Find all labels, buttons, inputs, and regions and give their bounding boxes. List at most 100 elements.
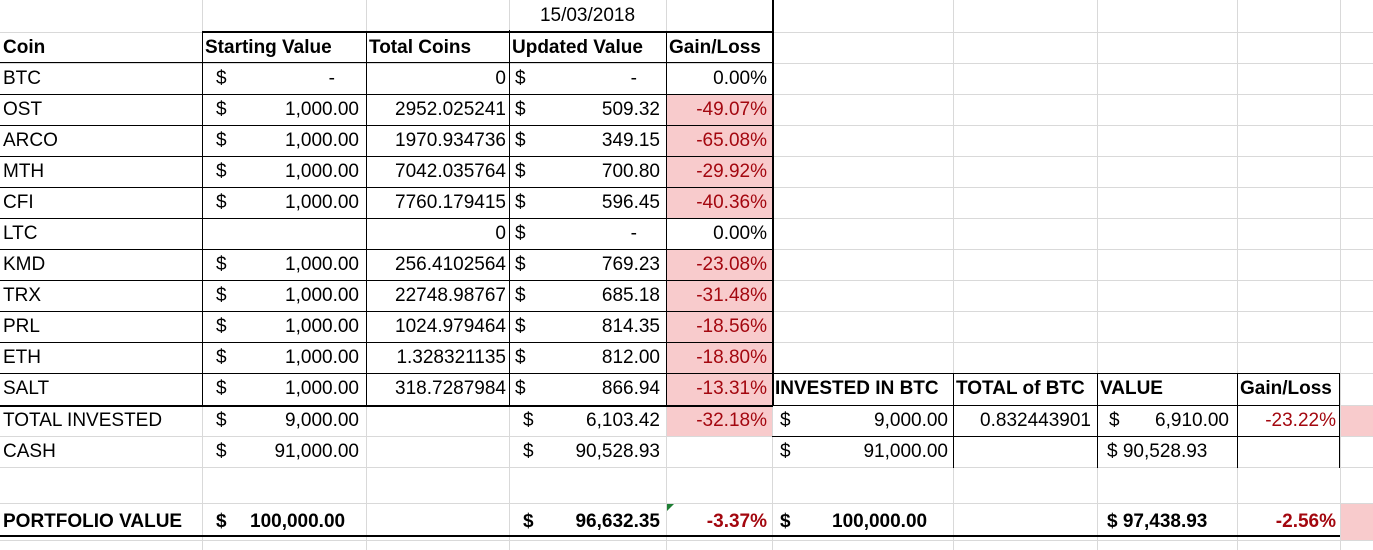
- coin-name[interactable]: ETH: [3, 347, 41, 368]
- total-coins[interactable]: 1.328321135: [396, 347, 506, 368]
- updated-value[interactable]: 349.15: [601, 130, 660, 151]
- header-coin[interactable]: Coin: [3, 37, 46, 58]
- currency-symbol[interactable]: $: [216, 161, 227, 182]
- updated-value[interactable]: 814.35: [601, 316, 660, 337]
- currency-symbol[interactable]: $: [216, 254, 227, 275]
- total-invested-updated[interactable]: 6,103.42: [586, 410, 660, 431]
- starting-value[interactable]: 1,000.00: [285, 378, 359, 399]
- btc-gain[interactable]: -23.22%: [1265, 410, 1336, 431]
- currency-symbol[interactable]: $: [216, 441, 227, 462]
- currency-symbol[interactable]: $: [523, 410, 534, 431]
- currency-symbol[interactable]: $: [216, 347, 227, 368]
- btc-cash-invested[interactable]: 91,000.00: [863, 441, 948, 462]
- starting-value[interactable]: 1,000.00: [285, 254, 359, 275]
- btc-header-value[interactable]: VALUE: [1100, 378, 1163, 399]
- starting-value[interactable]: 1,000.00: [285, 161, 359, 182]
- coin-name[interactable]: TRX: [3, 285, 41, 306]
- currency-symbol[interactable]: $: [515, 99, 526, 120]
- cash-starting[interactable]: 91,000.00: [274, 441, 359, 462]
- btc-header-invested[interactable]: INVESTED IN BTC: [775, 378, 939, 399]
- currency-symbol[interactable]: $: [515, 223, 526, 244]
- coin-name[interactable]: LTC: [3, 223, 38, 244]
- currency-symbol[interactable]: $: [216, 192, 227, 213]
- btc-total[interactable]: 0.832443901: [980, 410, 1091, 431]
- gain-loss[interactable]: -18.80%: [696, 347, 767, 368]
- total-coins[interactable]: 1970.934736: [395, 130, 506, 151]
- currency-symbol[interactable]: $: [780, 410, 791, 431]
- btc-portfolio-invested[interactable]: 100,000.00: [832, 511, 928, 532]
- total-coins[interactable]: 1024.979464: [395, 316, 506, 337]
- currency-symbol[interactable]: $: [216, 130, 227, 151]
- currency-symbol[interactable]: $: [216, 511, 227, 532]
- updated-value[interactable]: 866.94: [601, 378, 660, 399]
- total-invested-gain[interactable]: -32.18%: [696, 410, 767, 431]
- coin-name[interactable]: OST: [3, 99, 43, 120]
- coin-name[interactable]: SALT: [3, 378, 50, 399]
- gain-loss[interactable]: -31.48%: [696, 285, 767, 306]
- total-coins[interactable]: 318.7287984: [395, 378, 506, 399]
- cash-label[interactable]: CASH: [3, 441, 56, 462]
- currency-symbol[interactable]: $: [515, 316, 526, 337]
- coin-name[interactable]: PRL: [3, 316, 40, 337]
- updated-value[interactable]: 596.45: [601, 192, 660, 213]
- total-invested-label[interactable]: TOTAL INVESTED: [3, 410, 163, 431]
- currency-symbol[interactable]: $: [523, 441, 534, 462]
- coin-name[interactable]: BTC: [3, 68, 41, 89]
- date-cell[interactable]: 15/03/2018: [539, 5, 636, 26]
- starting-value[interactable]: -: [328, 68, 335, 89]
- gain-loss[interactable]: -49.07%: [696, 99, 767, 120]
- updated-value[interactable]: 700.80: [601, 161, 660, 182]
- coin-name[interactable]: ARCO: [3, 130, 58, 151]
- updated-value[interactable]: -: [630, 68, 637, 89]
- gain-loss[interactable]: 0.00%: [713, 68, 767, 89]
- currency-symbol[interactable]: $: [216, 99, 227, 120]
- gain-loss[interactable]: -29.92%: [696, 161, 767, 182]
- total-invested-starting[interactable]: 9,000.00: [285, 410, 359, 431]
- currency-symbol[interactable]: $: [515, 68, 526, 89]
- updated-value[interactable]: 509.32: [601, 99, 660, 120]
- btc-portfolio-value[interactable]: $ 97,438.93: [1107, 511, 1208, 532]
- header-gain-loss[interactable]: Gain/Loss: [669, 37, 761, 58]
- total-coins[interactable]: 22748.98767: [395, 285, 506, 306]
- btc-cash-value[interactable]: $ 90,528.93: [1107, 441, 1208, 462]
- gain-loss[interactable]: -23.08%: [696, 254, 767, 275]
- coin-name[interactable]: KMD: [3, 254, 46, 275]
- currency-symbol[interactable]: $: [216, 410, 227, 431]
- currency-symbol[interactable]: $: [515, 285, 526, 306]
- currency-symbol[interactable]: $: [515, 192, 526, 213]
- btc-header-gain[interactable]: Gain/Loss: [1240, 378, 1332, 399]
- starting-value[interactable]: 1,000.00: [285, 99, 359, 120]
- portfolio-updated[interactable]: 96,632.35: [575, 511, 660, 532]
- portfolio-starting[interactable]: 100,000.00: [250, 511, 346, 532]
- starting-value[interactable]: 1,000.00: [285, 347, 359, 368]
- updated-value[interactable]: 685.18: [601, 285, 660, 306]
- header-total-coins[interactable]: Total Coins: [369, 37, 472, 58]
- total-coins[interactable]: 256.4102564: [395, 254, 506, 275]
- currency-symbol[interactable]: $: [515, 130, 526, 151]
- currency-symbol[interactable]: $: [780, 511, 791, 532]
- total-coins[interactable]: 0: [495, 223, 506, 244]
- portfolio-label[interactable]: PORTFOLIO VALUE: [3, 511, 183, 532]
- btc-header-total[interactable]: TOTAL of BTC: [956, 378, 1085, 399]
- portfolio-gain[interactable]: -3.37%: [706, 511, 767, 532]
- header-updated-value[interactable]: Updated Value: [512, 37, 643, 58]
- gain-loss[interactable]: -65.08%: [696, 130, 767, 151]
- btc-invested[interactable]: 9,000.00: [874, 410, 948, 431]
- currency-symbol[interactable]: $: [515, 347, 526, 368]
- total-coins[interactable]: 7760.179415: [395, 192, 506, 213]
- updated-value[interactable]: 812.00: [601, 347, 660, 368]
- gain-loss[interactable]: -13.31%: [696, 378, 767, 399]
- starting-value[interactable]: 1,000.00: [285, 316, 359, 337]
- total-coins[interactable]: 7042.035764: [395, 161, 506, 182]
- currency-symbol[interactable]: $: [216, 378, 227, 399]
- currency-symbol[interactable]: $: [523, 511, 534, 532]
- currency-symbol[interactable]: $: [216, 285, 227, 306]
- starting-value[interactable]: 1,000.00: [285, 130, 359, 151]
- total-coins[interactable]: 0: [495, 68, 506, 89]
- updated-value[interactable]: -: [630, 223, 637, 244]
- gain-loss[interactable]: -18.56%: [696, 316, 767, 337]
- starting-value[interactable]: 1,000.00: [285, 192, 359, 213]
- total-coins[interactable]: 2952.025241: [395, 99, 506, 120]
- currency-symbol[interactable]: $: [515, 161, 526, 182]
